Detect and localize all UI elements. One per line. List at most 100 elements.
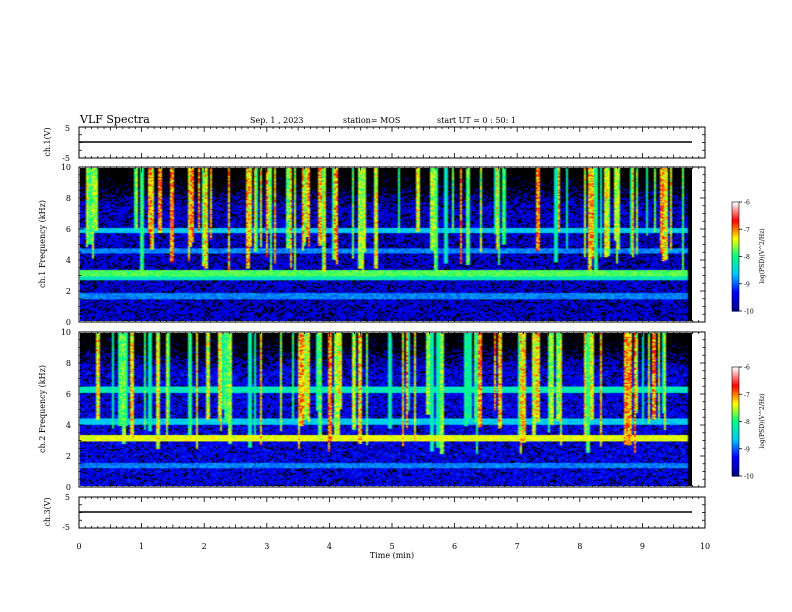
colorbar-swatch [732, 474, 739, 477]
colorbar-swatch [732, 294, 739, 298]
colorbar-swatch [732, 459, 739, 463]
y-tick-label: 6 [66, 225, 71, 234]
colorbar-swatch [732, 405, 739, 408]
colorbar-swatch [732, 392, 739, 395]
x-tick-label: 6 [452, 542, 457, 551]
colorbar-swatch [732, 439, 739, 443]
colorbar-swatch [732, 272, 739, 276]
colorbar-swatch [732, 280, 739, 283]
colorbar-swatch [732, 472, 739, 475]
x-tick-label: 0 [76, 542, 81, 551]
x-tick-label: 5 [389, 542, 394, 551]
ch1-frequency-ylabel: ch.1 Frequency (kHz) [38, 200, 47, 288]
colorbar-swatch [732, 274, 739, 278]
colorbar-swatch [732, 421, 739, 424]
colorbar-swatch [732, 249, 739, 252]
colorbar-swatch [732, 216, 739, 219]
colorbar-swatch [732, 456, 739, 459]
colorbar-tick-label: -6 [744, 365, 750, 372]
colorbar-swatch [732, 285, 739, 288]
colorbar-swatch [732, 426, 739, 430]
colorbar-tick-label: -9 [744, 446, 750, 453]
y-tick-label: 2 [66, 287, 71, 296]
colorbar-swatch [732, 231, 739, 234]
colorbar-swatch [732, 390, 739, 394]
colorbar-swatch [732, 374, 739, 377]
colorbar-swatch [732, 203, 739, 207]
x-tick-label: 3 [264, 542, 269, 551]
colorbar-swatch [732, 300, 739, 303]
colorbar-swatch [732, 383, 739, 386]
colorbar-swatch [732, 416, 739, 419]
y-tick-label: 6 [66, 390, 71, 399]
colorbar-swatch [732, 261, 739, 265]
colorbar-swatch [732, 271, 739, 274]
colorbar-swatch [732, 445, 739, 448]
colorbar-swatch [732, 234, 739, 238]
ch1-colorbar-label: log(PSD)(V^2/Hz) [759, 228, 766, 283]
colorbar-tick-label: -7 [744, 392, 750, 399]
colorbar-swatch [732, 309, 739, 312]
colorbar-swatch [732, 202, 739, 205]
colorbar-swatch [732, 243, 739, 247]
y-tick-label: 2 [66, 452, 71, 461]
colorbar-swatch [732, 225, 739, 229]
ch1-ytick-top: 5 [65, 124, 70, 133]
colorbar-swatch [732, 209, 739, 212]
colorbar-swatch [732, 287, 739, 290]
colorbar-swatch [732, 441, 739, 444]
ch1-spectrogram-panel: 0 2 4 6 8 10 ch.1 Frequency (kHz) [38, 163, 706, 327]
colorbar-swatch [732, 396, 739, 399]
y-tick-label: 0 [66, 318, 71, 327]
date-label: Sep. 1 , 2023 [250, 116, 304, 125]
colorbar-tick-label: -8 [744, 254, 750, 261]
colorbar-swatch [732, 292, 739, 296]
colorbar-swatch [732, 372, 739, 375]
colorbar-swatch [732, 245, 739, 249]
colorbar-swatch [732, 470, 739, 473]
colorbar-swatch [732, 423, 739, 426]
x-tick-label: 10 [700, 542, 710, 551]
x-tick-label: 1 [139, 542, 144, 551]
colorbar-swatch [732, 406, 739, 410]
colorbar-swatch [732, 254, 739, 258]
colorbar-swatch [732, 448, 739, 452]
colorbar-swatch [732, 385, 739, 388]
colorbar-swatch [732, 437, 739, 441]
colorbar-swatch [732, 450, 739, 453]
colorbar-swatch [732, 218, 739, 221]
colorbar-swatch [732, 260, 739, 263]
y-tick-label: 8 [66, 359, 71, 368]
colorbar-swatch [732, 412, 739, 415]
colorbar-tick-label: -10 [744, 309, 754, 316]
x-tick-label: 7 [515, 542, 520, 551]
y-tick-label: 4 [66, 256, 71, 265]
colorbar-swatch [732, 281, 739, 285]
colorbar-swatch [732, 251, 739, 254]
x-tick-label: 4 [327, 542, 332, 551]
colorbar-swatch [732, 276, 739, 279]
colorbar-swatch [732, 212, 739, 216]
ch2-spectrogram-panel: 0 2 4 6 8 10 ch.2 Frequency (kHz) [38, 328, 706, 492]
y-tick-label: 4 [66, 421, 71, 430]
colorbar-swatch [732, 410, 739, 414]
colorbar-swatch [732, 386, 739, 390]
ch1-voltage-ylabel: ch.1(V) [43, 127, 52, 156]
y-tick-label: 8 [66, 194, 71, 203]
figure-title: VLF Spectra [79, 113, 150, 126]
colorbar-swatch [732, 301, 739, 305]
colorbar-swatch [732, 436, 739, 439]
colorbar-swatch [732, 298, 739, 301]
colorbar-swatch [732, 221, 739, 225]
ch3-voltage-ylabel: ch.3(V) [43, 497, 52, 526]
colorbar-swatch [732, 289, 739, 292]
x-tick-label: 8 [577, 542, 582, 551]
colorbar-tick-label: -7 [744, 227, 750, 234]
colorbar-swatch [732, 247, 739, 250]
colorbar-tick-label: -9 [744, 281, 750, 288]
colorbar-swatch [732, 258, 739, 261]
colorbar-swatch [732, 205, 739, 209]
ch1-colorbar: log(PSD)(V^2/Hz) -6 -7 -8 -9 -10 [731, 200, 766, 316]
colorbar-swatch [732, 223, 739, 227]
